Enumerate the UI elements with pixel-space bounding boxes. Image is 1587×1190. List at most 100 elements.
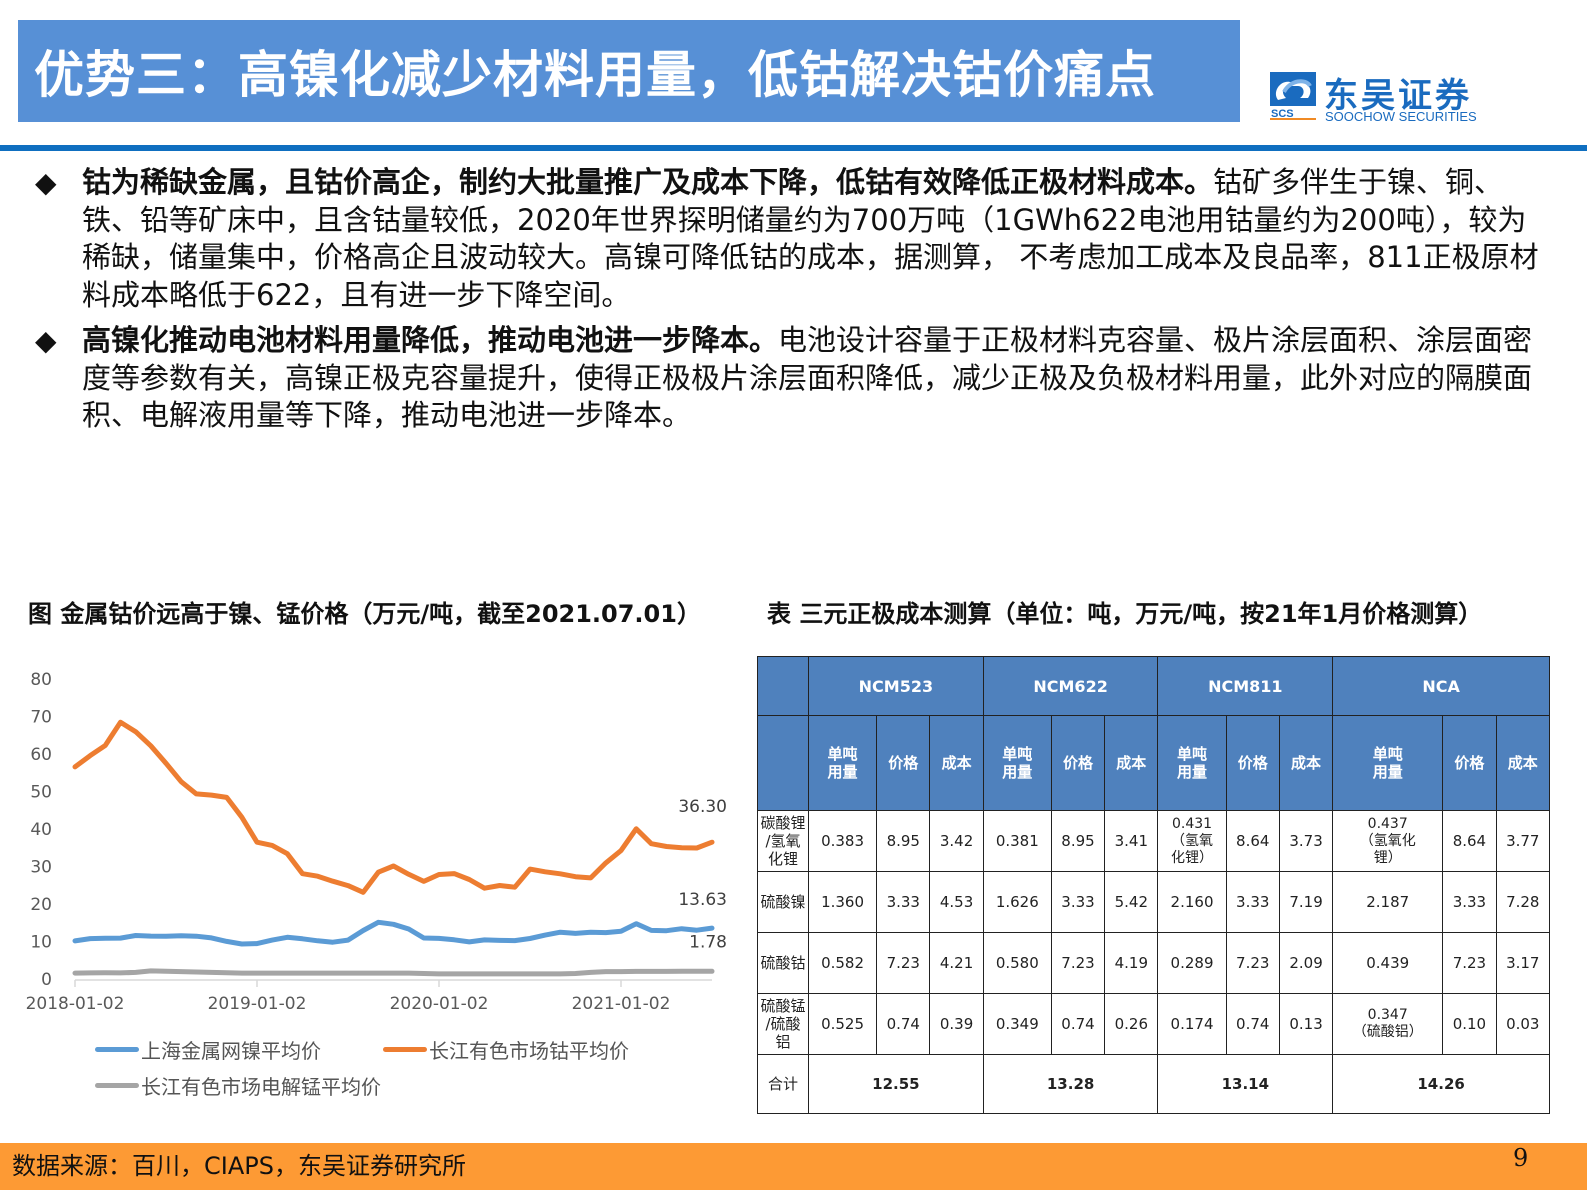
y-tick-label: 30 xyxy=(30,858,52,878)
table-cell: 0.437 （氢氧化 锂） xyxy=(1332,810,1444,872)
table-cell: 7.19 xyxy=(1278,871,1334,933)
page-number: 9 xyxy=(1513,1144,1529,1172)
total-value: 13.14 xyxy=(1157,1054,1334,1114)
legend-swatch-blue xyxy=(95,1047,139,1052)
total-value: 14.26 xyxy=(1332,1054,1550,1114)
column-subheader: 成本 xyxy=(1278,715,1334,811)
legend-label: 长江有色市场电解锰平均价 xyxy=(141,1075,381,1099)
svg-text:SCS: SCS xyxy=(1271,108,1294,120)
table-cell: 0.03 xyxy=(1495,993,1551,1055)
y-tick-label: 20 xyxy=(30,895,52,915)
table-cell: 0.26 xyxy=(1104,993,1159,1055)
header-divider xyxy=(0,145,1587,151)
logo-chinese-name: 东吴证券 xyxy=(1324,76,1472,116)
table-cell: 8.95 xyxy=(1050,810,1106,872)
group-header: NCM622 xyxy=(982,656,1159,716)
table-cell: 0.289 xyxy=(1157,932,1227,994)
row-label: 硫酸锰 /硫酸 铝 xyxy=(757,993,809,1055)
diamond-bullet-icon: ◆ xyxy=(35,324,57,357)
table-cell: 7.28 xyxy=(1495,871,1551,933)
table-corner-cell xyxy=(757,656,809,716)
table-cell: 0.39 xyxy=(929,993,984,1055)
bullet-item: ◆ 钴为稀缺金属，且钴价高企，制约大批量推广及成本下降，低钴有效降低正极材料成本… xyxy=(30,164,1550,314)
table-cell: 0.431 （氢氧 化锂） xyxy=(1157,810,1227,872)
table-cell: 0.582 xyxy=(807,932,878,994)
table-cell: 0.383 xyxy=(807,810,878,872)
legend-item-manganese: 长江有色市场电解锰平均价 xyxy=(95,1071,381,1100)
legend-swatch-gray xyxy=(95,1083,139,1088)
x-tick-label: 2018-01-02 xyxy=(26,994,125,1014)
table-body: 碳酸锂 /氢氧 化锂 0.383 8.95 3.42 0.381 8.95 3.41 0.43… xyxy=(757,810,1551,1055)
diamond-bullet-icon: ◆ xyxy=(35,166,57,199)
column-subheader: 价格 xyxy=(1050,715,1106,811)
table-cell: 0.381 xyxy=(982,810,1052,872)
table-cell: 3.33 xyxy=(1442,871,1497,933)
series-line xyxy=(72,919,715,947)
table-row: 硫酸锰 /硫酸 铝 0.525 0.74 0.39 0.349 0.74 0.26 0.174… xyxy=(757,993,1551,1055)
soochow-logo-icon: SCS xyxy=(1270,72,1316,120)
table-cell: 0.525 xyxy=(807,993,878,1055)
table-cell: 0.74 xyxy=(1050,993,1106,1055)
figure-caption: 图 金属钴价远高于镍、锰价格（万元/吨，截至2021.07.01） xyxy=(28,600,701,628)
cathode-cost-table: NCM523 NCM622 NCM811 NCA 单吨 用量 价格 成本 单吨 用量价… xyxy=(757,656,1551,1114)
logo-english-name: SOOCHOW SECURITIES xyxy=(1325,109,1477,124)
group-header: NCM811 xyxy=(1157,656,1334,716)
table-cell: 3.41 xyxy=(1104,810,1159,872)
bullet-list: ◆ 钴为稀缺金属，且钴价高企，制约大批量推广及成本下降，低钴有效降低正极材料成本… xyxy=(30,164,1550,443)
bullet-heading: 高镍化推动电池材料用量降低，推动电池进一步降本。 xyxy=(82,323,779,357)
y-tick-label: 80 xyxy=(30,670,52,690)
table-cell: 5.42 xyxy=(1104,871,1159,933)
column-subheader: 单吨 用量 xyxy=(982,715,1052,811)
total-value: 13.28 xyxy=(982,1054,1159,1114)
page-title: 优势三：高镍化减少材料用量，低钴解决钴价痛点 xyxy=(34,46,1156,104)
series-end-label: 1.78 xyxy=(689,932,727,952)
table-row: 硫酸镍 1.360 3.33 4.53 1.626 3.33 5.42 2.160 3.33 7.… xyxy=(757,871,1551,933)
table-cell: 4.21 xyxy=(929,932,984,994)
table-row: 硫酸钴 0.582 7.23 4.21 0.580 7.23 4.19 0.289 7.23 2.… xyxy=(757,932,1551,994)
table-cell: 2.187 xyxy=(1332,871,1444,933)
data-source: 数据来源：百川，CIAPS，东吴证券研究所 xyxy=(12,1152,466,1180)
legend-swatch-orange xyxy=(383,1047,427,1052)
table-cell: 3.33 xyxy=(1050,871,1106,933)
bullet-item: ◆ 高镍化推动电池材料用量降低，推动电池进一步降本。电池设计容量于正极材料克容量… xyxy=(30,322,1550,435)
title-bar: 优势三：高镍化减少材料用量，低钴解决钴价痛点 xyxy=(18,20,1240,122)
column-subheader: 单吨 用量 xyxy=(1157,715,1227,811)
row-label: 碳酸锂 /氢氧 化锂 xyxy=(757,810,809,872)
table-group-header-row: NCM523 NCM622 NCM811 NCA xyxy=(757,656,1550,716)
table-cell: 7.23 xyxy=(1050,932,1106,994)
group-header: NCA xyxy=(1332,656,1550,716)
column-subheader: 单吨 用量 xyxy=(1332,715,1444,811)
table-cell: 4.19 xyxy=(1104,932,1159,994)
table-cell: 3.73 xyxy=(1278,810,1334,872)
group-header: NCM523 xyxy=(808,656,984,716)
table-cell: 8.64 xyxy=(1442,810,1497,872)
table-cell: 3.33 xyxy=(876,871,931,933)
table-caption: 表 三元正极成本测算（单位：吨，万元/吨，按21年1月价格测算） xyxy=(767,600,1483,628)
column-subheader: 成本 xyxy=(1495,715,1551,811)
column-subheader: 成本 xyxy=(929,715,984,811)
bullet-text: 钴矿多伴生于镍、铜、铁、铅等矿床中，且含钴量较低，2020年世界探明储量约为70… xyxy=(82,165,1539,312)
table-corner-cell xyxy=(757,715,809,811)
column-subheader: 价格 xyxy=(1225,715,1280,811)
table-cell: 3.77 xyxy=(1495,810,1551,872)
series-end-label: 13.63 xyxy=(678,890,727,910)
table-cell: 7.23 xyxy=(876,932,931,994)
table-cell: 3.42 xyxy=(929,810,984,872)
bullet-heading: 钴为稀缺金属，且钴价高企，制约大批量推广及成本下降，低钴有效降低正极材料成本。 xyxy=(82,165,1214,199)
total-value: 12.55 xyxy=(808,1054,984,1114)
y-tick-label: 40 xyxy=(30,820,52,840)
table-cell: 0.74 xyxy=(876,993,931,1055)
table-cell: 7.23 xyxy=(1442,932,1497,994)
x-tick-label: 2021-01-02 xyxy=(572,994,671,1014)
x-tick-label: 2019-01-02 xyxy=(208,994,307,1014)
table-cell: 2.09 xyxy=(1278,932,1334,994)
row-label: 硫酸钴 xyxy=(757,932,809,994)
column-subheader: 成本 xyxy=(1104,715,1159,811)
y-tick-label: 10 xyxy=(30,933,52,953)
table-cell: 3.33 xyxy=(1225,871,1280,933)
table-subheader-row: 单吨 用量 价格 成本 单吨 用量 价格 成本 单吨 用量 价格 成本 单吨 用量 价格 成本 xyxy=(757,715,1551,811)
table-cell: 3.17 xyxy=(1495,932,1551,994)
series-line xyxy=(72,719,715,895)
y-tick-label: 0 xyxy=(41,970,52,990)
total-label: 合计 xyxy=(757,1054,809,1114)
